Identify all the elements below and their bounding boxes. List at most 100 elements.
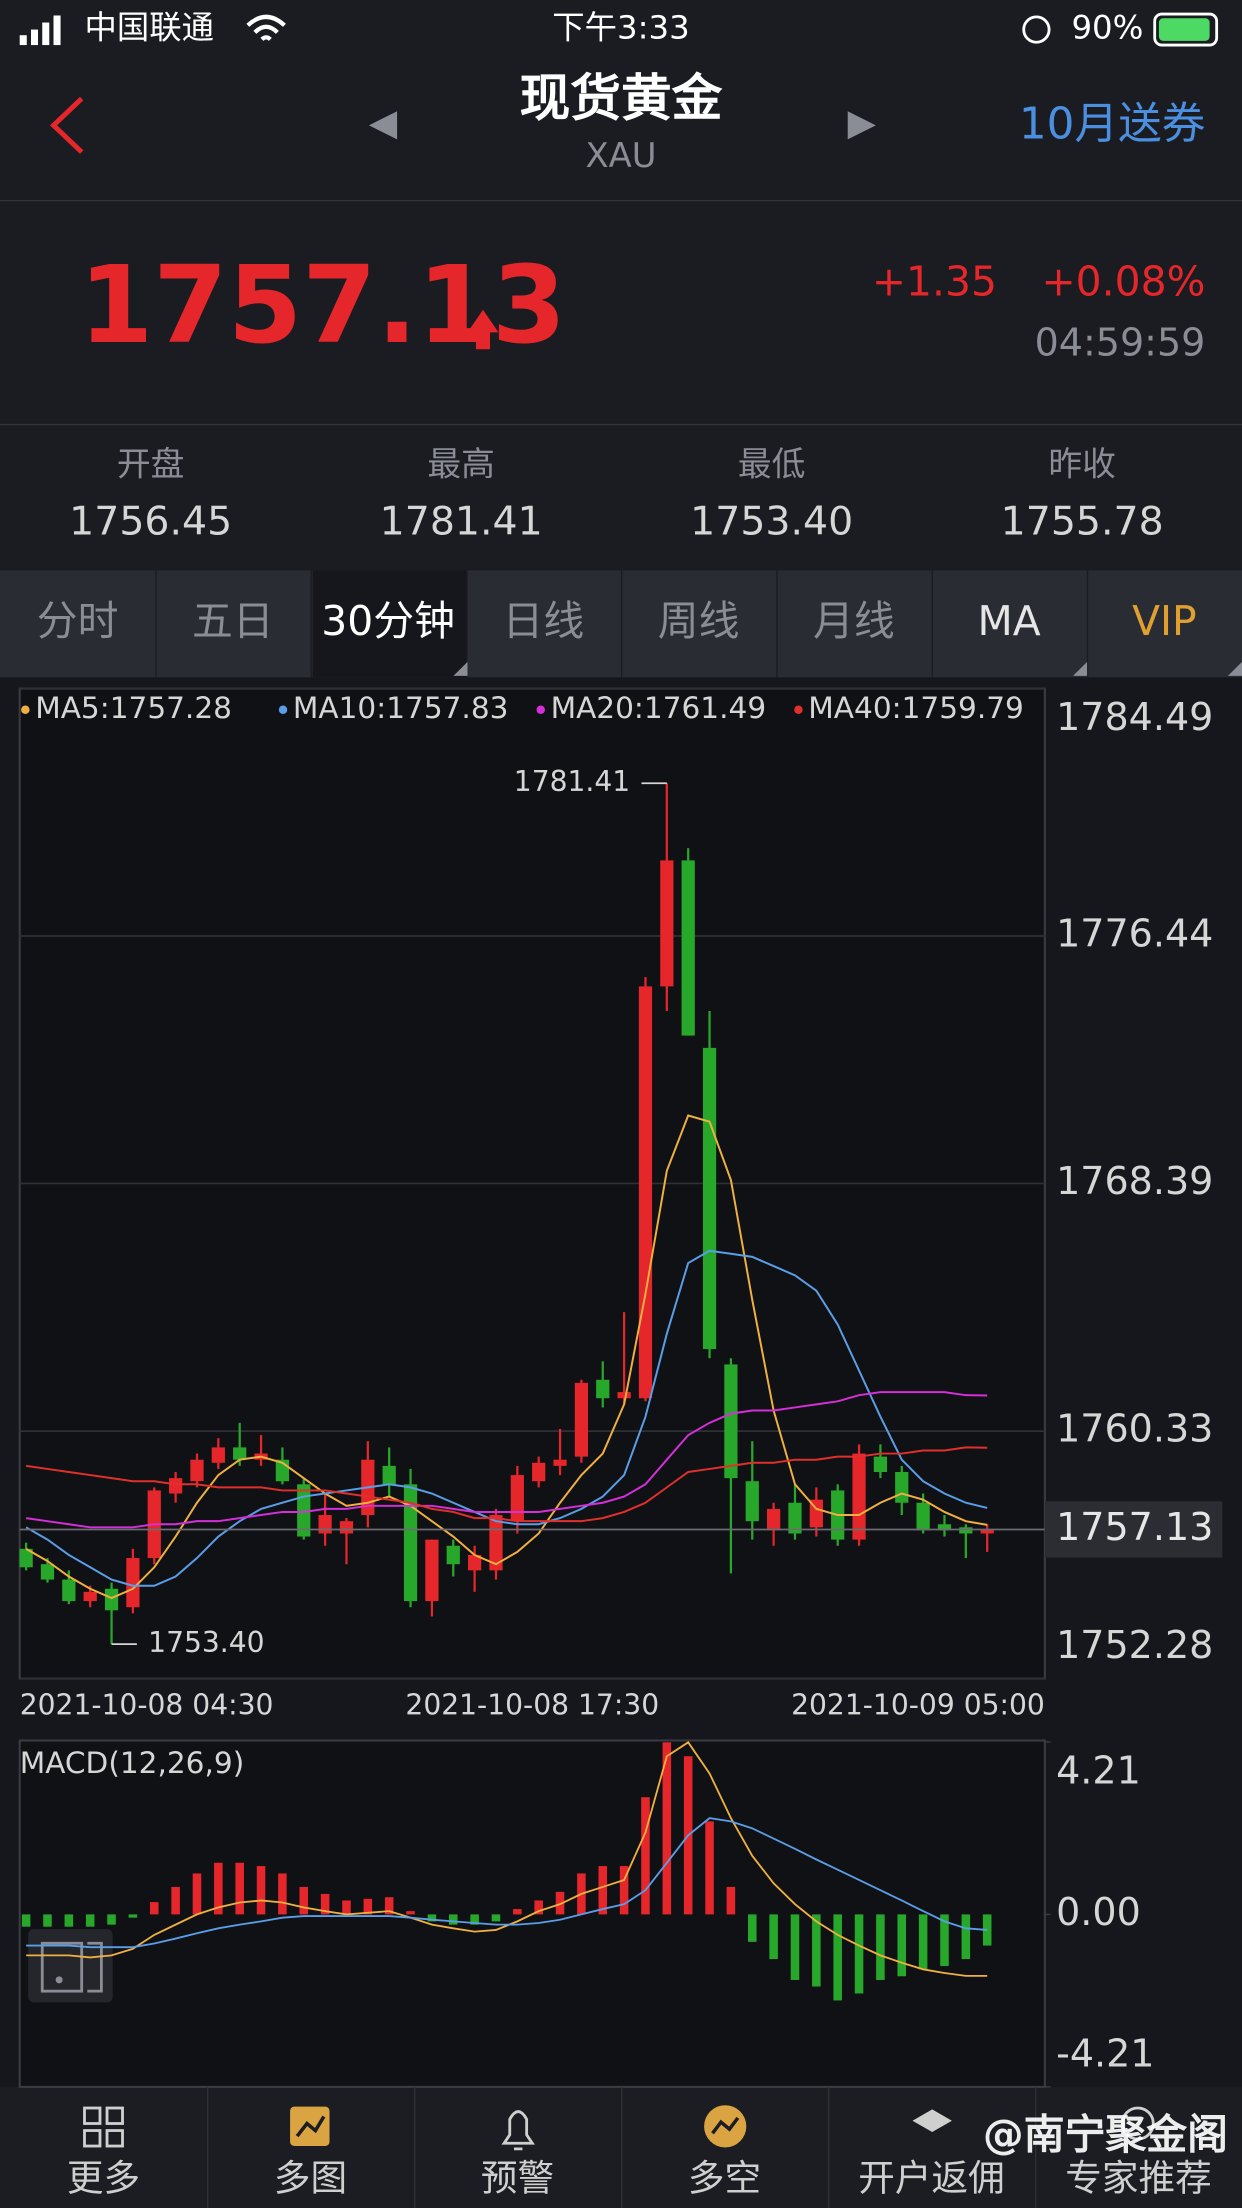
- macd-bar: [662, 1742, 672, 1915]
- tab[interactable]: 30分钟: [321, 597, 455, 645]
- battery-text: 90%: [1071, 9, 1143, 47]
- tab[interactable]: MA: [978, 597, 1041, 645]
- tab[interactable]: 五日: [192, 597, 274, 645]
- nav-item[interactable]: 专家推荐: [1065, 2156, 1211, 2199]
- y-tick-label: 1784.49: [1056, 695, 1213, 739]
- macd-bar: [64, 1914, 74, 1927]
- back-button[interactable]: [49, 96, 84, 154]
- signal-icon: [19, 15, 61, 46]
- nav-item[interactable]: 更多: [67, 2156, 140, 2199]
- candle-body: [702, 1047, 717, 1350]
- nav-item[interactable]: 多空: [688, 2156, 761, 2199]
- macd-bar: [470, 1914, 479, 1925]
- tab[interactable]: 周线: [658, 597, 740, 645]
- macd-bar: [320, 1893, 330, 1915]
- candle-body: [895, 1471, 909, 1503]
- clock: 下午3:33: [552, 9, 689, 47]
- y-tick-label: 4.21: [1056, 1748, 1141, 1792]
- stat-value: 1781.41: [380, 498, 543, 544]
- header-bg: [0, 0, 1242, 200]
- candle-body: [233, 1447, 247, 1460]
- macd-bar: [897, 1914, 907, 1977]
- tab[interactable]: VIP: [1132, 597, 1197, 645]
- x-tick-label: 2021-10-09 05:00: [791, 1689, 1045, 1722]
- candle-body: [959, 1527, 973, 1534]
- last-price-box: [1044, 1501, 1223, 1558]
- promo-link[interactable]: 10月送券: [1019, 99, 1205, 150]
- macd-bar: [790, 1914, 800, 1980]
- change-percent: +0.08%: [1041, 257, 1205, 305]
- macd-bar: [598, 1866, 608, 1915]
- legend-label: MA20:1761.49: [551, 691, 767, 725]
- macd-bar: [513, 1909, 522, 1915]
- wifi-icon: [246, 14, 286, 42]
- next-button[interactable]: [847, 111, 876, 140]
- legend-dot: [21, 705, 30, 714]
- ma-line: [25, 1249, 988, 1587]
- candle-body: [937, 1524, 952, 1531]
- prev-button[interactable]: [368, 111, 398, 140]
- candle-body: [425, 1539, 439, 1602]
- y-tick-label: 1768.39: [1056, 1159, 1213, 1203]
- nav-item[interactable]: 多图: [274, 2156, 347, 2199]
- macd-title: MACD(12,26,9): [20, 1746, 245, 1780]
- tab-divider: [931, 570, 933, 678]
- y-tick-label: 0.00: [1056, 1890, 1141, 1934]
- candle-body: [211, 1447, 225, 1463]
- candle-body: [553, 1459, 567, 1466]
- tab[interactable]: 月线: [813, 597, 895, 645]
- macd-bar: [43, 1914, 52, 1927]
- nav-icon: [704, 2105, 747, 2148]
- legend-label: MA5:1757.28: [35, 691, 232, 725]
- candle-body: [809, 1499, 823, 1528]
- legend-dot: [278, 705, 288, 714]
- candle-body: [852, 1453, 866, 1540]
- candle-body: [318, 1515, 332, 1534]
- candle-body: [660, 860, 674, 987]
- ma-line: [25, 1114, 988, 1600]
- lock-icon: [1022, 15, 1051, 44]
- macd-bar: [235, 1862, 244, 1915]
- macd-bar: [85, 1914, 95, 1927]
- macd-bar: [171, 1886, 180, 1915]
- candle-body: [126, 1558, 140, 1608]
- macd-bar: [705, 1821, 714, 1915]
- legend-dot: [794, 705, 803, 714]
- tab[interactable]: 日线: [503, 597, 585, 645]
- nav-item[interactable]: 预警: [481, 2156, 554, 2199]
- nav-divider: [1035, 2086, 1037, 2208]
- candle-body: [681, 860, 695, 1036]
- tab-divider: [465, 570, 468, 678]
- macd-bar: [619, 1866, 629, 1915]
- macd-bar: [812, 1914, 821, 1987]
- fullscreen-button[interactable]: [28, 1929, 113, 2003]
- macd-bar: [21, 1914, 31, 1927]
- candle-body: [169, 1478, 183, 1494]
- macd-bar: [384, 1897, 394, 1915]
- quote-bg: [0, 201, 1242, 571]
- candle-body: [83, 1591, 97, 1602]
- macd-bar: [641, 1797, 650, 1915]
- candle-body: [190, 1459, 204, 1482]
- candle-body: [468, 1554, 482, 1571]
- stat-value: 1755.78: [1001, 498, 1164, 544]
- x-tick-label: 2021-10-08 17:30: [405, 1689, 659, 1722]
- macd-bar: [342, 1900, 351, 1915]
- x-tick-label: 2021-10-08 04:30: [20, 1689, 274, 1722]
- tab[interactable]: 分时: [37, 597, 119, 645]
- macd-bar: [256, 1866, 266, 1915]
- nav-icon: [83, 2106, 124, 2148]
- candle-body: [104, 1588, 119, 1611]
- nav-divider: [828, 2086, 830, 2208]
- nav-divider: [621, 2086, 623, 2208]
- tab-selected-bg: [312, 570, 468, 678]
- macd-line: [26, 1817, 988, 1949]
- candle-body: [510, 1475, 524, 1522]
- nav-icon: [290, 2106, 330, 2147]
- candle-body: [916, 1502, 930, 1531]
- nav-item[interactable]: 开户返佣: [858, 2156, 1004, 2199]
- nav-icon: [1120, 2106, 1155, 2141]
- candle-body: [638, 986, 653, 1399]
